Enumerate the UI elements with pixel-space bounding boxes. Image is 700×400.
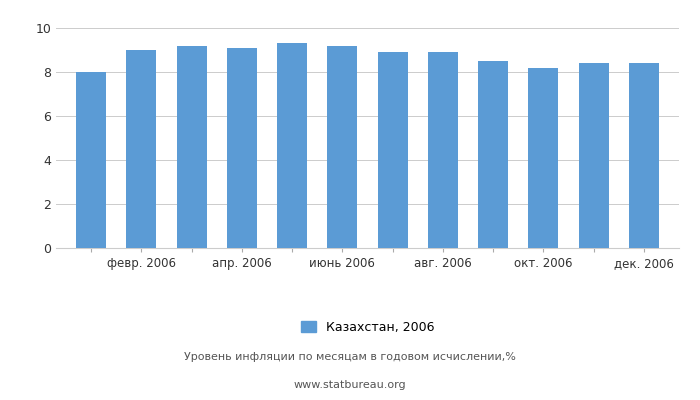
Text: www.statbureau.org: www.statbureau.org [294,380,406,390]
Bar [528,68,559,248]
Bar [578,63,609,248]
Bar [629,63,659,248]
Legend: Казахстан, 2006: Казахстан, 2006 [295,316,440,339]
Bar [126,50,157,248]
Bar [377,52,407,248]
Bar [176,46,206,248]
Bar [428,52,458,248]
Bar [277,43,307,248]
Bar [328,46,358,248]
Bar [478,61,508,248]
Bar [76,72,106,248]
Text: Уровень инфляции по месяцам в годовом исчислении,%: Уровень инфляции по месяцам в годовом ис… [184,352,516,362]
Bar [227,48,257,248]
